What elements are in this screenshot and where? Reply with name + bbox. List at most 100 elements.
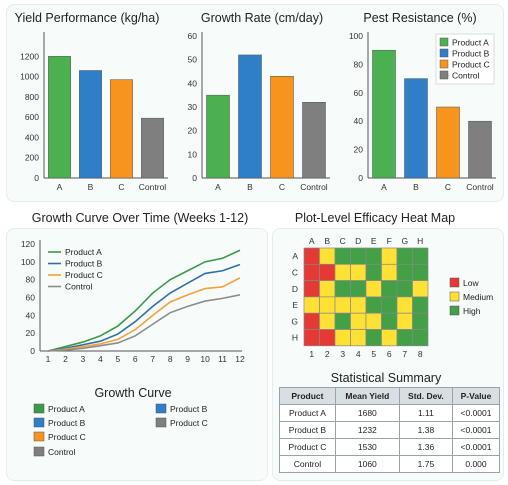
y-tick-label: 60 [26,293,36,303]
heatmap-cell [303,280,320,298]
x-tick-label: 3 [81,354,86,364]
heatmap-bottom-label: 7 [402,349,407,359]
legend-swatch [439,70,449,80]
heatmap-cell [319,329,336,347]
heatmap-cell [350,312,367,330]
heatmap-row-label: G [291,316,298,326]
y-tick-label: 50 [188,55,198,65]
table-cell: Control [279,455,336,473]
table-cell: 1060 [334,455,400,473]
table-cell: 1.36 [398,438,454,456]
y-tick-label: 20 [188,126,198,136]
x-tick-label: C [445,182,451,192]
legend-label: Medium [463,292,493,302]
legend-swatch [449,305,460,316]
heatmap-col-label: A [309,236,315,246]
y-tick-label: 1200 [20,51,39,61]
legend-label: Product B [65,259,103,269]
heatmap-cell [350,329,367,347]
x-tick-label: 6 [133,354,138,364]
heatmap-bottom-label: 6 [387,349,392,359]
x-tick-label: A [381,182,387,192]
series-line [47,277,241,352]
x-tick-label: 11 [218,354,227,364]
heatmap-bottom-label: 8 [418,349,423,359]
bar [436,106,460,179]
bar [141,117,164,179]
heatmap-cell [396,280,413,298]
y-tick-label: 200 [25,153,39,163]
bar [404,78,428,179]
heatmap-cell [365,247,382,265]
y-tick-label: 20 [354,145,364,155]
heatmap-cell [412,296,429,314]
heatmap-col-label: F [387,236,392,246]
heatmap-row-label: A [292,251,298,261]
legend-label: Product B [452,49,490,59]
legend-swatch [33,431,45,442]
bar [238,54,262,179]
x-tick-label: 7 [150,354,155,364]
heatmap-cell [396,312,413,330]
chart-title: Pest Resistance (%) [363,11,476,25]
heatmap-cell [319,263,336,281]
y-tick-label: 0 [34,173,39,183]
y-tick-label: 100 [349,31,363,41]
legend-label: Product B [170,404,208,414]
x-tick-label: B [413,182,419,192]
x-tick-label: B [247,182,253,192]
heatmap-col-label: H [417,236,423,246]
legend-swatch [439,37,449,47]
y-tick-label: 60 [188,31,198,41]
y-tick-label: 120 [21,239,35,249]
heatmap-row-label: C [292,267,298,277]
heatmap-bottom-label: 2 [325,349,330,359]
bar [48,56,71,179]
heatmap-cell [303,247,320,265]
table-header-cell: Std. Dev. [398,387,454,405]
heatmap-cell [412,263,429,281]
heatmap-cell [334,280,351,298]
heatmap-col-label: D [355,236,361,246]
heatmap-cell [350,280,367,298]
y-tick-label: 40 [354,116,364,126]
legend-swatch [155,417,167,428]
x-tick-label: 9 [185,354,190,364]
legend-label: High [463,306,481,316]
heatmap-cell [319,280,336,298]
heatmap-cell [319,296,336,314]
heatmap-cell [319,312,336,330]
y-tick-label: 30 [188,102,198,112]
chart-title: Growth Curve Over Time (Weeks 1-12) [32,211,249,225]
legend-swatch [449,291,460,302]
table-row: Control 1060 1.75 0.000 [279,455,500,473]
heatmap-cell [303,312,320,330]
heatmap-cell [412,247,429,265]
statistical-summary-table: Product Mean Yield Std. Dev. P-Value Produc… [279,387,500,473]
legend-swatch [439,48,449,58]
legend-label: Product C [452,60,490,70]
legend-label: Product A [65,247,102,257]
x-tick-label: B [88,182,94,192]
heatmap-cell [319,247,336,265]
x-tick-label: Control [300,182,328,192]
x-tick-label: A [215,182,221,192]
table-cell: Product C [279,438,336,456]
heatmap-cell [412,280,429,298]
legend-swatch [439,59,449,69]
heatmap-cell [365,263,382,281]
table-header-cell: Mean Yield [334,387,400,405]
bar [302,102,326,179]
legend-swatch [33,403,45,414]
y-tick-label: 0 [192,173,197,183]
heatmap-cell [334,263,351,281]
heatmap-cell [396,296,413,314]
table-cell: <0.0001 [452,438,500,456]
x-tick-label: Control [139,182,167,192]
legend-label: Product A [48,404,85,414]
bar [79,70,102,179]
table-header-cell: Product [279,387,336,405]
y-tick-label: 600 [25,112,39,122]
heatmap-cell [381,280,398,298]
table-cell: 1530 [334,438,400,456]
